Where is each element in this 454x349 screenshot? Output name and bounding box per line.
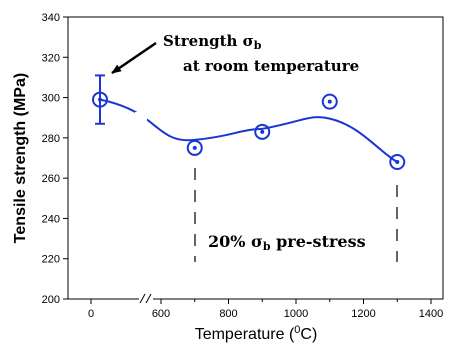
y-tick-label: 240 xyxy=(42,213,60,225)
annotation-room-temp-line1-sub: b xyxy=(254,39,262,52)
data-point-dot xyxy=(98,97,102,102)
x-tick-label: 1400 xyxy=(419,308,443,320)
annotation-prestress-main: 20% σ xyxy=(208,232,263,251)
data-point-ring xyxy=(389,154,406,171)
data-point-ring xyxy=(254,123,271,140)
data-point-ring xyxy=(321,93,338,110)
y-tick-label: 280 xyxy=(42,133,60,145)
y-tick-label: 300 xyxy=(42,93,60,105)
y-tick-label: 260 xyxy=(42,173,60,185)
x-tick-label: 600 xyxy=(152,308,170,320)
data-point-dot xyxy=(192,145,197,150)
data-point-dot xyxy=(395,160,400,165)
x-axis-ticks: 0 600 800 1000 1200 1400 xyxy=(88,299,443,320)
x-axis-break xyxy=(139,293,153,304)
x-tick-label: 0 xyxy=(88,308,94,320)
x-axis-title-main: Temperature ( xyxy=(195,326,295,343)
curve-gap xyxy=(135,112,147,128)
data-point-ring xyxy=(92,91,108,108)
x-tick-label: 1000 xyxy=(284,308,308,320)
annotation-room-temp-line1-main: Strength σ xyxy=(163,32,254,50)
x-tick-label: 1200 xyxy=(351,308,375,320)
x-axis-title-tail: C) xyxy=(300,326,317,343)
y-tick-label: 200 xyxy=(42,294,60,306)
data-point-dot xyxy=(260,129,265,134)
data-point-ring xyxy=(186,139,203,156)
y-tick-label: 320 xyxy=(42,52,60,64)
y-axis-title: Tensile strength (MPa) xyxy=(12,73,29,243)
annotation-prestress: 20% σb pre-stress xyxy=(208,232,366,253)
data-point-dot xyxy=(327,99,332,104)
data-points xyxy=(92,91,406,171)
x-axis-title-sup: 0 xyxy=(294,324,300,336)
fit-curve xyxy=(99,98,398,163)
annotation-prestress-sub: b xyxy=(263,240,271,253)
y-tick-label: 220 xyxy=(42,254,60,266)
annotation-room-temp-line1: Strength σb xyxy=(163,32,262,52)
x-tick-label: 800 xyxy=(219,308,237,320)
plot-frame xyxy=(67,16,444,300)
annotation-arrow xyxy=(111,41,157,75)
y-axis-ticks: 200 220 240 260 280 300 320 340 xyxy=(42,12,68,306)
annotation-room-temp-line2: at room temperature xyxy=(183,57,359,75)
y-tick-label: 340 xyxy=(42,12,60,24)
annotation-prestress-tail: pre-stress xyxy=(271,232,366,251)
x-axis-title: Temperature (0C) xyxy=(195,324,318,343)
